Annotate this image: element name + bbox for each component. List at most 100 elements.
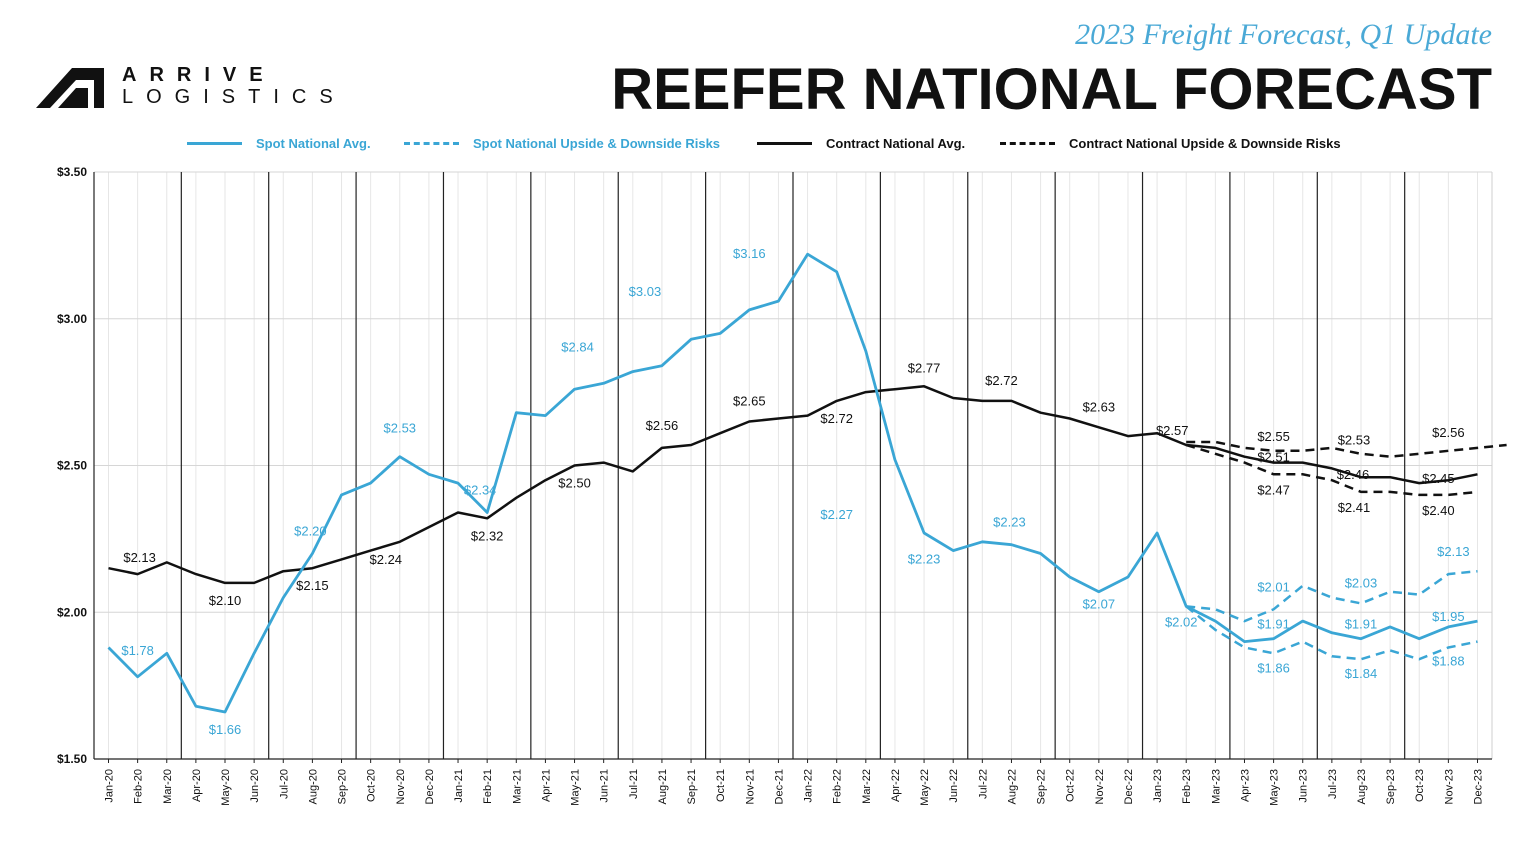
x-tick-label: Feb-22	[832, 769, 844, 804]
x-tick-label: Jul-20	[278, 769, 290, 799]
chart-title: REEFER NATIONAL FORECAST	[611, 57, 1492, 122]
legend-swatch	[404, 141, 459, 145]
x-tick-label: Nov-20	[395, 769, 407, 804]
spot-downside-risk-line	[1185, 605, 1478, 661]
legend-item-spot-risks: Spot National Upside & Downside Risks	[404, 132, 720, 154]
x-tick-label: Mar-20	[162, 769, 174, 804]
data-label: $2.72	[820, 411, 853, 426]
contract-avg-line	[108, 385, 1478, 585]
legend-swatch	[757, 141, 812, 145]
x-tick-label: May-23	[1269, 769, 1281, 806]
x-tick-label: Jul-21	[628, 769, 640, 799]
x-tick-label: Jul-22	[977, 769, 989, 799]
y-tick-label: $2.00	[57, 605, 87, 619]
x-tick-label: May-21	[570, 769, 582, 806]
x-tick-label: Dec-22	[1123, 769, 1135, 804]
x-tick-label: Nov-21	[744, 769, 756, 804]
x-tick-label: Jan-22	[803, 769, 815, 803]
data-label: $2.50	[558, 476, 591, 491]
x-tick-label: Jun-20	[249, 769, 261, 803]
chart-subtitle: 2023 Freight Forecast, Q1 Update	[1075, 18, 1492, 51]
x-tick-label: Jun-22	[948, 769, 960, 803]
y-tick-label: $3.50	[57, 165, 87, 179]
logo-line-1: ARRIVE	[122, 64, 276, 86]
contract-downside-risk-line	[1185, 443, 1478, 497]
data-label: $2.34	[464, 482, 497, 497]
data-label: $2.77	[908, 360, 941, 375]
data-label: $1.66	[209, 722, 242, 737]
y-tick-label: $1.50	[57, 752, 87, 766]
x-tick-label: Aug-20	[307, 769, 319, 804]
data-label: $1.78	[121, 643, 154, 658]
logo-wordmark: ARRIVE LOGISTICS	[122, 64, 346, 108]
legend-swatch	[187, 141, 242, 145]
data-label: $2.10	[209, 593, 242, 608]
logo-line-2: LOGISTICS	[122, 86, 346, 108]
x-tick-label: Aug-23	[1356, 769, 1368, 804]
y-tick-label: $2.50	[57, 459, 87, 473]
data-label: $2.56	[1432, 425, 1465, 440]
x-tick-label: Apr-21	[540, 769, 552, 802]
x-tick-label: Dec-20	[424, 769, 436, 804]
x-tick-label: Oct-21	[715, 769, 727, 802]
data-label: $2.46	[1337, 467, 1370, 482]
data-label: $1.86	[1257, 660, 1290, 675]
data-label: $2.13	[123, 550, 156, 565]
contract-upside-risk-line	[1186, 440, 1507, 458]
x-tick-label: Sep-20	[337, 769, 349, 804]
data-label: $2.23	[993, 515, 1026, 530]
data-label: $2.01	[1257, 579, 1290, 594]
legend-item-contract-avg: Contract National Avg.	[757, 132, 965, 154]
x-tick-label: Jul-23	[1327, 769, 1339, 799]
data-label: $2.23	[908, 552, 941, 567]
x-tick-label: Jan-21	[453, 769, 465, 803]
data-label: $1.88	[1432, 653, 1465, 668]
x-tick-label: Apr-22	[890, 769, 902, 802]
data-label: $2.56	[646, 418, 679, 433]
x-tick-label: Oct-22	[1065, 769, 1077, 802]
x-tick-label: Sep-23	[1385, 769, 1397, 804]
data-label: $2.84	[561, 340, 594, 355]
x-tick-label: Aug-21	[657, 769, 669, 804]
data-label: $3.03	[629, 284, 662, 299]
x-tick-label: Nov-23	[1443, 769, 1455, 804]
data-label: $2.20	[294, 524, 327, 539]
x-tick-label: Jan-23	[1152, 769, 1164, 803]
legend-label: Spot National Upside & Downside Risks	[473, 135, 721, 151]
x-tick-label: Feb-20	[133, 769, 145, 804]
x-tick-label: Mar-21	[511, 769, 523, 804]
x-tick-label: Jun-21	[599, 769, 611, 803]
x-tick-label: Aug-22	[1006, 769, 1018, 804]
data-label: $2.65	[733, 393, 766, 408]
data-label: $1.91	[1345, 617, 1378, 632]
data-label: $2.72	[985, 373, 1018, 388]
x-tick-label: Jun-23	[1298, 769, 1310, 803]
legend-swatch	[1000, 141, 1055, 145]
spot-upside-risk-line	[1186, 569, 1478, 623]
x-tick-label: Mar-23	[1210, 769, 1222, 804]
data-label: $2.03	[1345, 575, 1378, 590]
x-tick-label: Sep-22	[1036, 769, 1048, 804]
x-tick-label: Sep-21	[686, 769, 698, 804]
x-tick-label: Dec-23	[1473, 769, 1485, 804]
x-tick-label: Feb-23	[1181, 769, 1193, 804]
legend-label: Spot National Avg.	[256, 135, 371, 151]
data-label: $1.95	[1432, 609, 1465, 624]
data-label: $2.13	[1437, 544, 1470, 559]
data-label: $1.91	[1257, 617, 1290, 632]
legend-item-contract-risks: Contract National Upside & Downside Risk…	[1000, 132, 1341, 154]
data-label: $2.63	[1083, 399, 1116, 414]
x-tick-label: Apr-20	[191, 769, 203, 802]
data-label: $2.51	[1257, 450, 1290, 465]
chart-legend: Spot National Avg. Spot National Upside …	[0, 132, 1536, 154]
data-label: $2.57	[1156, 423, 1189, 438]
data-label: $1.84	[1345, 666, 1378, 681]
x-tick-label: May-20	[220, 769, 232, 806]
data-label: $2.47	[1257, 482, 1290, 497]
data-label: $2.32	[471, 528, 504, 543]
legend-item-spot-avg: Spot National Avg.	[187, 132, 371, 154]
data-label: $2.45	[1422, 471, 1455, 486]
x-tick-label: Oct-20	[366, 769, 378, 802]
x-tick-label: Mar-22	[861, 769, 873, 804]
